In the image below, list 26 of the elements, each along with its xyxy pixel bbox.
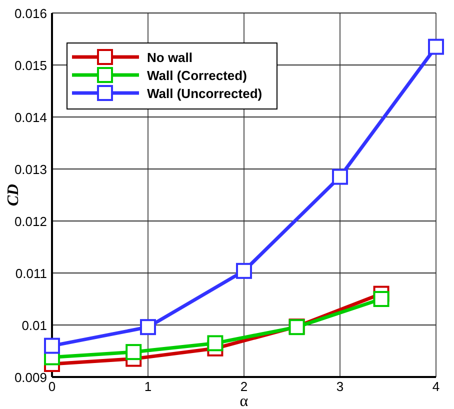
y-tick-label: 0.013 [14,162,47,177]
y-tick-label: 0.01 [22,318,47,333]
y-axis-title: CD [5,183,22,206]
y-tick-label: 0.015 [14,58,47,73]
point [373,291,390,307]
point [332,168,348,185]
point [126,344,142,360]
x-tick-label: 1 [144,379,152,394]
point [44,338,60,354]
point [236,262,252,279]
point [428,38,444,55]
x-tick-label: 3 [336,379,344,394]
point [207,335,224,352]
x-tick-label: 2 [240,379,248,394]
x-tick-label: 4 [432,379,440,394]
point [140,319,156,336]
legend-label: Wall (Corrected) [147,68,247,83]
y-tick-label: 0.014 [14,110,47,125]
y-tick-label: 0.016 [14,6,47,21]
y-tick-label: 0.011 [15,266,47,281]
legend-label: No wall [147,50,193,65]
x-axis-title: α [240,393,249,409]
x-tick-label: 0 [48,379,56,394]
y-tick-label: 0.009 [14,370,47,385]
y-tick-label: 0.012 [14,214,47,229]
legend-label: Wall (Uncorrected) [147,86,262,101]
